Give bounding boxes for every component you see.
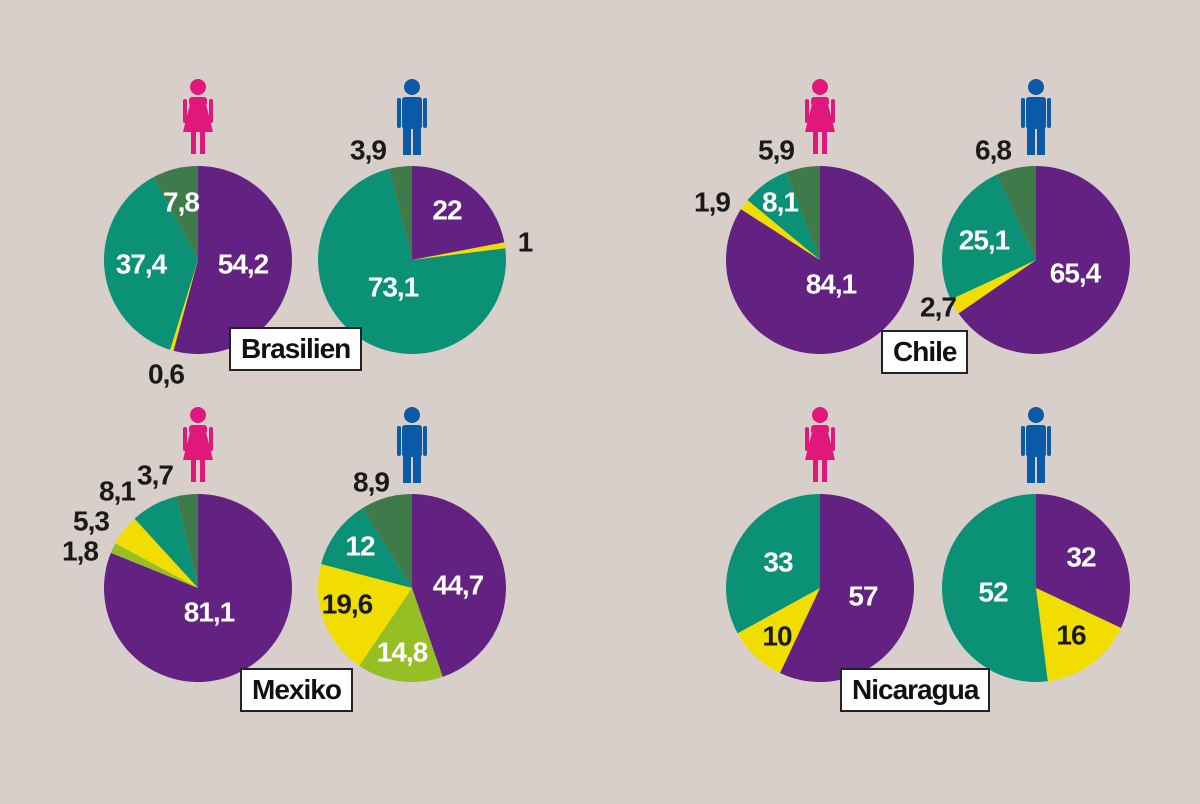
nicaragua-female-data-label-0: 57 bbox=[848, 581, 878, 612]
male-figure-icon bbox=[397, 79, 427, 155]
brasilien-male-slice-2 bbox=[318, 168, 507, 355]
brasilien-female-slice-2 bbox=[103, 177, 198, 350]
chile-female-data-label-0: 84,1 bbox=[806, 269, 857, 300]
nicaragua-male-slice-2 bbox=[942, 494, 1048, 683]
chile-male-data-label-1: 2,7 bbox=[920, 292, 956, 323]
male-figure-icon bbox=[1021, 79, 1051, 155]
chile-female-slice-0 bbox=[725, 166, 914, 354]
country-label-brasilien: Brasilien bbox=[229, 327, 363, 371]
nicaragua-female-data-label-1: 10 bbox=[762, 621, 792, 652]
mexiko-female-slice-2 bbox=[115, 518, 198, 588]
female-figure-icon bbox=[805, 79, 835, 154]
chile-male-data-label-3: 6,8 bbox=[975, 135, 1011, 166]
brasilien-female-data-label-1: 0,6 bbox=[148, 359, 184, 390]
female-figure-icon bbox=[805, 407, 835, 482]
nicaragua-female-slice-0 bbox=[779, 493, 915, 682]
mexiko-female-slice-4 bbox=[176, 494, 198, 588]
mexiko-male-data-label-1: 14,8 bbox=[377, 637, 428, 668]
country-label-mexiko: Mexiko bbox=[240, 668, 353, 712]
brasilien-male-slice-3 bbox=[389, 166, 412, 260]
mexiko-female-slice-0 bbox=[104, 494, 293, 682]
chile-male-slice-2 bbox=[942, 174, 1036, 300]
brasilien-female-data-label-0: 54,2 bbox=[218, 249, 269, 280]
brasilien-male-slice-1 bbox=[412, 242, 506, 260]
male-figure-icon bbox=[397, 407, 427, 483]
brasilien-female-slice-0 bbox=[173, 166, 292, 354]
mexiko-male-data-label-3: 12 bbox=[345, 531, 375, 562]
nicaragua-male-data-label-0: 32 bbox=[1066, 542, 1096, 573]
country-label-nicaragua: Nicaragua bbox=[840, 668, 991, 712]
brasilien-female-data-label-3: 7,8 bbox=[163, 187, 199, 218]
nicaragua-male-slice-1 bbox=[1036, 588, 1122, 682]
mexiko-male-slice-2 bbox=[317, 564, 412, 666]
mexiko-female-data-label-1: 1,8 bbox=[62, 536, 98, 567]
male-figure-icon bbox=[1021, 407, 1051, 483]
chile-male-data-label-0: 65,4 bbox=[1050, 258, 1102, 289]
mexiko-male-slice-4 bbox=[362, 494, 412, 588]
chile-female-data-label-1: 1,9 bbox=[694, 187, 730, 218]
female-figure-icon bbox=[183, 407, 213, 482]
nicaragua-female-slice-2 bbox=[726, 494, 820, 634]
chile-male-slice-3 bbox=[997, 166, 1036, 260]
mexiko-male-slice-3 bbox=[321, 508, 412, 588]
chile-female-slice-1 bbox=[740, 200, 820, 260]
country-label-chile: Chile bbox=[881, 330, 969, 374]
brasilien-male-data-label-3: 3,9 bbox=[350, 135, 386, 166]
chile-female-slice-3 bbox=[785, 166, 820, 260]
chile-female-data-label-3: 5,9 bbox=[758, 135, 794, 166]
mexiko-female-data-label-3: 8,1 bbox=[99, 476, 135, 507]
nicaragua-male-data-label-2: 52 bbox=[978, 577, 1008, 608]
mexiko-male-slice-0 bbox=[412, 494, 507, 677]
brasilien-female-slice-3 bbox=[153, 166, 198, 260]
mexiko-female-data-label-0: 81,1 bbox=[184, 597, 235, 628]
nicaragua-male-data-label-1: 16 bbox=[1056, 620, 1086, 651]
mexiko-male-data-label-4: 8,9 bbox=[353, 467, 389, 498]
chile-male-slice-0 bbox=[958, 166, 1131, 354]
mexiko-female-slice-1 bbox=[110, 543, 198, 588]
chile-male-data-label-2: 25,1 bbox=[959, 225, 1010, 256]
nicaragua-female-slice-1 bbox=[737, 588, 820, 674]
mexiko-male-slice-1 bbox=[359, 588, 443, 683]
brasilien-female-data-label-2: 37,4 bbox=[116, 249, 168, 280]
mexiko-female-slice-3 bbox=[134, 496, 198, 588]
mexiko-female-data-label-4: 3,7 bbox=[137, 460, 173, 491]
chile-female-data-label-2: 8,1 bbox=[762, 187, 798, 218]
brasilien-male-slice-0 bbox=[412, 166, 505, 260]
brasilien-male-data-label-0: 22 bbox=[432, 195, 462, 226]
mexiko-male-data-label-0: 44,7 bbox=[433, 570, 484, 601]
nicaragua-female-data-label-2: 33 bbox=[763, 547, 793, 578]
female-figure-icon bbox=[183, 79, 213, 154]
nicaragua-male-slice-0 bbox=[1036, 494, 1130, 629]
brasilien-male-data-label-1: 1 bbox=[518, 227, 533, 258]
brasilien-male-data-label-2: 73,1 bbox=[368, 272, 419, 303]
chile-male-slice-1 bbox=[950, 260, 1036, 314]
mexiko-female-data-label-2: 5,3 bbox=[73, 506, 109, 537]
mexiko-male-data-label-2: 19,6 bbox=[322, 589, 373, 620]
brasilien-female-slice-1 bbox=[170, 260, 198, 351]
chile-female-slice-2 bbox=[747, 172, 820, 260]
